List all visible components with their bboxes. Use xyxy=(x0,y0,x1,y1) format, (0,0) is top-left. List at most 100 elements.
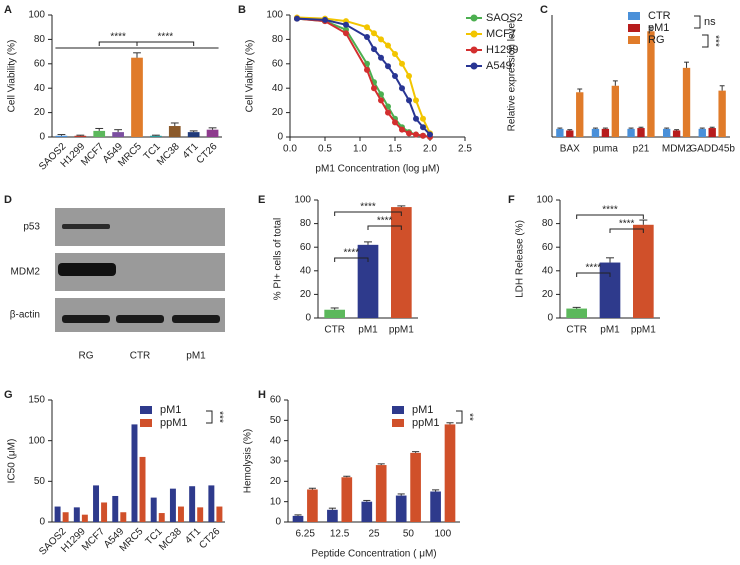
x-tick-label: 2.0 xyxy=(423,144,437,155)
bar xyxy=(54,506,61,522)
data-point xyxy=(413,131,419,138)
y-tick-label: 40 xyxy=(270,435,282,446)
significance-label: **** xyxy=(110,32,126,43)
y-tick-label: 0 xyxy=(547,313,553,324)
bar xyxy=(662,128,671,137)
bar xyxy=(197,507,204,522)
y-tick-label: 100 xyxy=(294,195,311,206)
data-point xyxy=(406,97,412,104)
bar xyxy=(112,495,119,522)
bar xyxy=(576,92,584,137)
y-tick-label: 100 xyxy=(266,10,283,21)
legend-swatch xyxy=(628,36,640,44)
significance-label: **** xyxy=(344,248,360,259)
y-tick-label: 20 xyxy=(300,289,312,300)
bar xyxy=(139,456,146,522)
bar xyxy=(395,495,407,522)
panel-label: E xyxy=(258,194,265,206)
legend-label: ppM1 xyxy=(412,417,440,429)
legend-label: pM1 xyxy=(412,404,433,416)
data-point xyxy=(371,30,377,37)
bar xyxy=(444,424,456,522)
blot-row-label: MDM2 xyxy=(11,267,41,278)
x-tick-label: CT26 xyxy=(194,141,219,166)
y-tick-label: 20 xyxy=(272,107,284,118)
y-tick-label: 80 xyxy=(542,218,554,229)
y-tick-label: 0 xyxy=(277,132,283,143)
x-tick-label: 100 xyxy=(434,529,451,540)
y-axis-label: Hemolysis (%) xyxy=(243,429,254,493)
significance-bracket xyxy=(367,225,402,230)
bar xyxy=(601,128,610,137)
x-tick-label: 6.25 xyxy=(295,529,315,540)
significance-label: ** xyxy=(463,413,474,421)
bar xyxy=(81,514,88,522)
significance-bracket xyxy=(334,257,369,262)
bar xyxy=(361,501,373,522)
bar xyxy=(307,489,318,522)
bar xyxy=(169,488,176,522)
blot-band xyxy=(116,315,164,323)
bar xyxy=(177,506,184,522)
panel-label: G xyxy=(4,389,13,401)
bar xyxy=(101,502,108,522)
y-tick-label: 0 xyxy=(305,313,311,324)
panel-label: A xyxy=(4,4,12,16)
data-point xyxy=(392,73,398,79)
legend-marker xyxy=(470,14,478,22)
bar xyxy=(150,135,162,137)
panel-label: H xyxy=(258,389,266,401)
y-tick-label: 60 xyxy=(270,395,282,406)
bar xyxy=(187,132,200,137)
panel-label: F xyxy=(508,194,515,206)
y-axis-label: Cell Viability (%) xyxy=(7,40,18,113)
significance-bracket xyxy=(609,228,644,233)
bar xyxy=(292,515,304,522)
bar xyxy=(341,477,353,522)
x-tick-label: ppM1 xyxy=(389,325,414,336)
legend-label: H1299 xyxy=(486,44,518,56)
x-tick-label: 1.0 xyxy=(353,144,367,155)
legend-swatch xyxy=(140,419,152,427)
y-tick-label: 40 xyxy=(34,83,46,94)
y-tick-label: 20 xyxy=(270,476,282,487)
y-tick-label: 100 xyxy=(28,435,45,446)
y-tick-label: 20 xyxy=(34,107,46,118)
bar xyxy=(120,512,127,522)
data-point xyxy=(413,115,419,122)
significance-label: **** xyxy=(158,32,174,43)
bar xyxy=(357,244,379,318)
x-tick-label: CT26 xyxy=(197,526,222,551)
y-tick-label: 10 xyxy=(270,496,282,507)
data-point xyxy=(364,33,370,40)
bar xyxy=(62,512,69,522)
bar xyxy=(112,132,124,137)
significance-bracket xyxy=(334,211,402,216)
x-tick-label: BAX xyxy=(560,144,580,155)
bar xyxy=(708,128,716,137)
data-point xyxy=(378,97,384,104)
x-tick-label: 25 xyxy=(368,529,380,540)
data-point xyxy=(413,97,419,104)
legend-label: pM1 xyxy=(648,22,669,34)
bar xyxy=(718,90,726,137)
x-tick-label: MDM2 xyxy=(662,144,692,155)
x-tick-label: 2.5 xyxy=(458,144,472,155)
x-tick-label: GADD45b xyxy=(689,144,735,155)
bar xyxy=(556,128,564,137)
blot-band xyxy=(62,315,110,323)
y-tick-label: 100 xyxy=(536,195,553,206)
significance-bracket xyxy=(694,15,701,29)
bar xyxy=(55,135,68,137)
y-tick-label: 40 xyxy=(542,265,554,276)
legend-marker xyxy=(470,30,478,38)
panel-label: B xyxy=(238,4,246,16)
data-point xyxy=(371,46,377,53)
legend-marker xyxy=(470,62,478,70)
y-axis-label: LDH Release (%) xyxy=(515,220,526,298)
y-axis-label: % PI+ cells of total xyxy=(273,218,284,301)
x-tick-label: CTR xyxy=(566,325,587,336)
panel-label: D xyxy=(4,194,12,206)
data-point xyxy=(322,16,328,23)
